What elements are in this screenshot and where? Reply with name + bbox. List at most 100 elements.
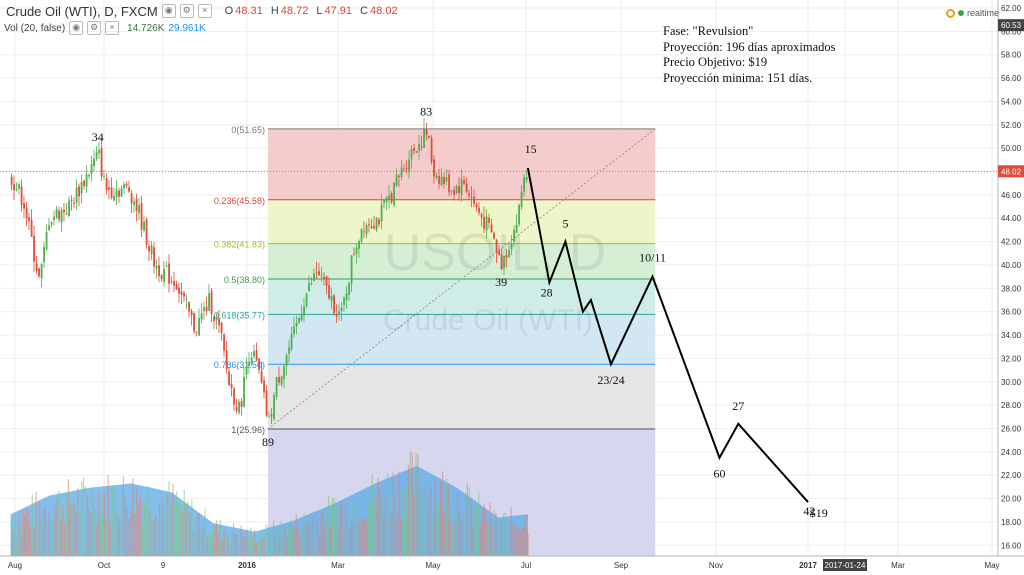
candle-body [18,184,20,189]
candle-body [133,201,135,205]
candle-body [483,216,485,229]
candle-body [120,188,123,197]
settings-icon[interactable]: ⚙ [179,4,194,18]
candle-body [155,265,158,269]
volume-bar [381,494,383,556]
candle-body [480,213,483,218]
volume-bar [29,525,31,556]
volume-bar [208,533,210,556]
volume-bar [411,452,413,556]
volume-bar [343,516,345,556]
candle-body [410,149,413,159]
candle-body [440,176,443,186]
fib-band [267,199,656,244]
candle-body [70,199,73,201]
candle-body [313,273,315,281]
volume-bar [217,532,220,556]
volume-bar [12,532,14,556]
time-tick-label: 2017 [799,561,817,570]
volume-visibility-icon[interactable]: ◉ [69,21,84,35]
volume-bar [35,491,37,556]
candle-body [188,301,190,312]
candle-body [230,383,233,389]
candle-body [193,313,195,332]
volume-bar [223,530,225,556]
candle-body [15,188,18,191]
volume-bar [96,523,98,556]
volume-bar [502,513,505,556]
candle-body [490,224,493,233]
candle-body [178,287,180,294]
candle-body [195,331,198,333]
volume-bar [483,503,486,556]
candle-body [105,178,108,191]
candle-body [10,176,13,185]
volume-bar [447,485,449,556]
volume-bar [172,483,174,556]
replay-icon[interactable] [946,8,955,18]
candle-body [298,317,300,323]
fib-level-label: 0.236(45.58) [214,196,265,206]
volume-bar [16,532,18,556]
volume-bar [221,539,223,556]
candle-body [258,358,260,370]
volume-bar [305,520,307,556]
candle-body [218,318,220,326]
volume-bar [274,534,277,556]
candle-body [350,255,353,284]
candle-body [348,282,350,295]
fib-level-label: 1(25.96) [231,425,265,435]
volume-bar [240,525,242,556]
volume-bar [350,522,353,556]
fib-band [267,278,656,315]
volume-close-icon[interactable]: × [105,21,120,35]
volume-bar [52,516,54,556]
close-icon[interactable]: × [197,4,212,18]
price-tick-label: 40.00 [1001,261,1022,270]
volume-bar [107,475,109,556]
candle-body [213,317,215,322]
volume-bar [250,527,252,556]
candle-body [45,232,48,250]
volume-bar [202,527,204,556]
ohlc-readout: O 48.31 H 48.72 L 47.91 C 48.02 [224,5,398,17]
candle-body [183,293,185,297]
visibility-icon[interactable]: ◉ [161,4,176,18]
wave-label: 15 [525,142,537,156]
high-price-tag [998,19,1024,32]
candle-body [58,210,60,220]
volume-bar [276,528,278,556]
candle-body [268,416,270,418]
candle-body [493,233,495,239]
volume-bar [215,520,218,556]
candle-body [428,136,430,138]
volume-bar [339,504,341,556]
volume-bar [388,507,391,556]
candle-body [418,143,420,152]
volume-settings-icon[interactable]: ⚙ [87,21,102,35]
volume-bar [284,525,286,556]
volume-bar [39,501,41,556]
volume-bar [71,504,73,556]
volume-bar [407,464,410,556]
volume-bar [402,488,404,556]
volume-label[interactable]: Vol (20, false) [4,22,66,34]
volume-bar [299,536,301,556]
fib-level-label: 0.5(38.80) [224,275,265,285]
volume-bar [487,523,489,556]
volume-bar [329,525,332,556]
volume-bar [278,538,280,556]
candle-body [33,236,35,262]
volume-bar [445,478,448,556]
volume-bar [210,533,212,556]
volume-bar [103,492,106,556]
candle-body [203,307,205,311]
volume-bar [155,514,157,556]
candle-body [380,204,383,222]
candle-body [40,264,43,279]
volume-bar [231,532,233,556]
symbol-title[interactable]: Crude Oil (WTI), D, FXCM [6,3,158,19]
price-tick-label: 18.00 [1001,518,1022,527]
candle-body [288,347,290,354]
